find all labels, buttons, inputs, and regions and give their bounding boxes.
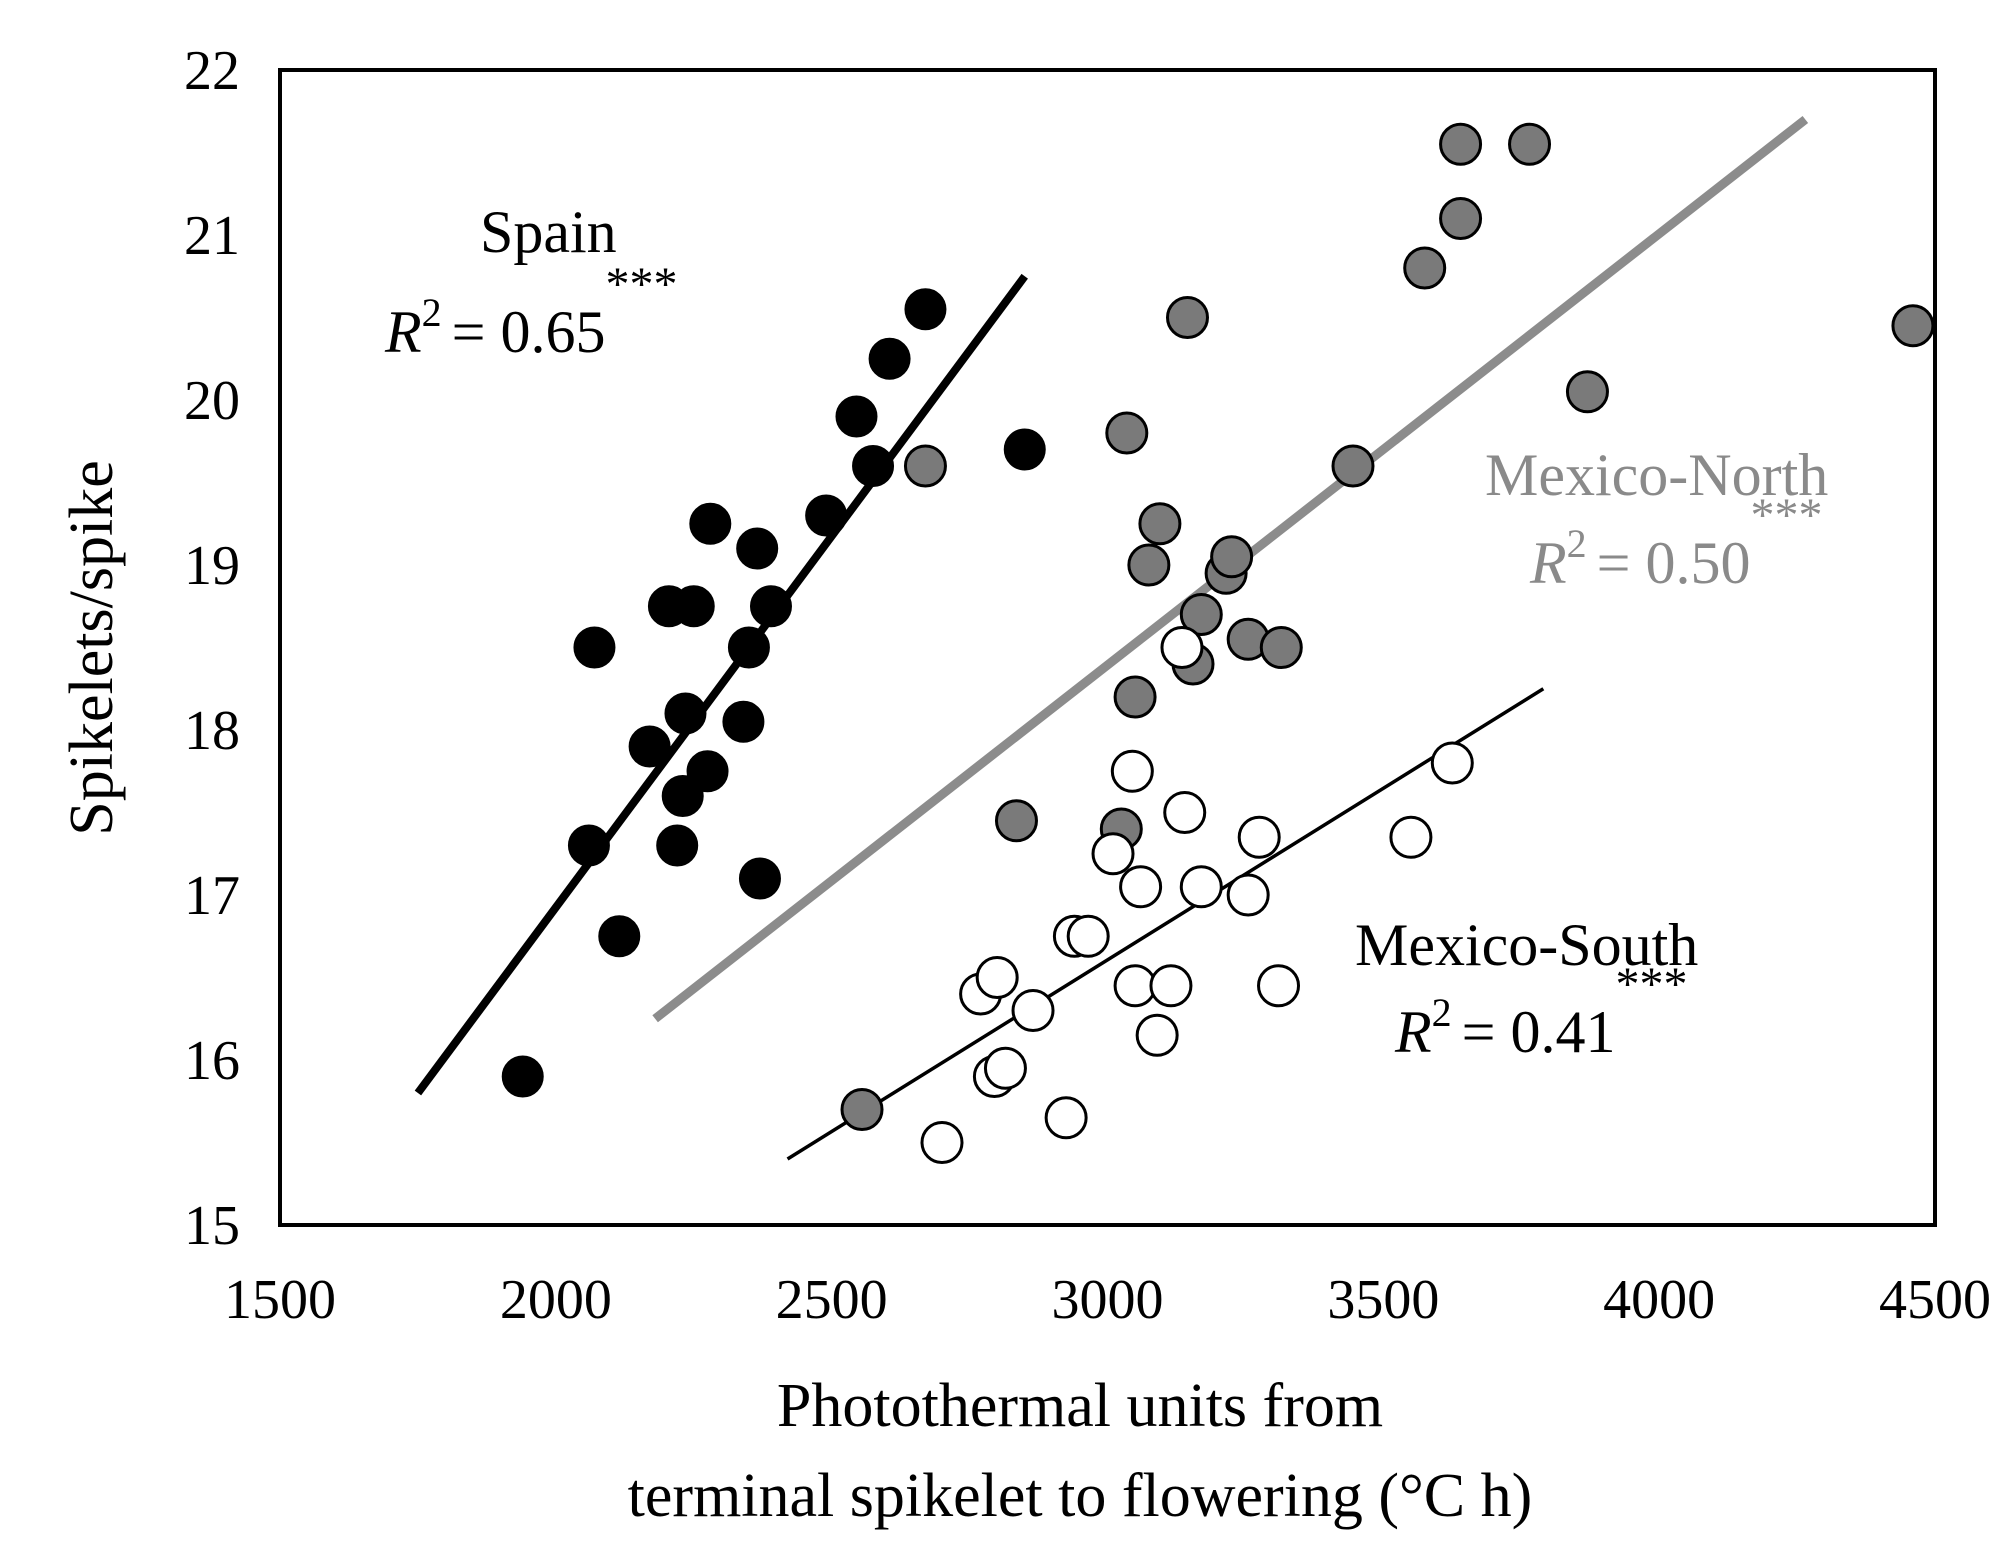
y-tick-label: 17 [184,865,240,927]
point-spain [722,700,765,743]
x-axis-title-line1: Photothermal units from [777,1372,1383,1440]
r2-label-spain: R2 = 0.65*** [384,258,678,365]
point-spain [736,527,779,570]
point-spain [689,502,732,545]
point-mexico-south [1135,1013,1179,1057]
point-mexico-north [1891,304,1935,348]
point-spain [656,824,699,867]
point-mexico-north [1138,502,1182,546]
point-mexico-south [1226,873,1270,917]
point-mexico-south [1237,815,1281,859]
x-tick-label: 2000 [500,1269,612,1331]
point-spain [573,626,616,669]
point-mexico-north [1565,370,1609,414]
y-tick-label: 19 [184,535,240,597]
x-tick-label: 4000 [1603,1269,1715,1331]
series-label-spain: Spain [480,199,617,265]
x-tick-label: 1500 [224,1269,336,1331]
point-spain [598,915,641,958]
point-spain [749,585,792,628]
y-tick-label: 15 [184,1195,240,1257]
y-tick-label: 20 [184,370,240,432]
point-mexico-north [1113,675,1157,719]
annotation-mexico-north: Mexico-North R2 = 0.50*** [1485,442,1828,596]
point-mexico-north [1105,411,1149,455]
point-spain [727,626,770,669]
point-mexico-south [1119,865,1163,909]
point-mexico-south [920,1121,964,1164]
x-tick-label: 3500 [1327,1269,1439,1331]
point-mexico-south [1257,964,1301,1008]
point-mexico-south [1110,749,1154,793]
point-mexico-south [1389,815,1433,859]
point-spain [628,725,671,768]
point-spain [672,585,715,628]
y-tick-label: 18 [184,700,240,762]
point-spain [738,857,781,900]
point-mexico-north [1165,296,1209,339]
point-mexico-south [1011,989,1055,1032]
fit-line-spain [414,273,1028,1096]
point-mexico-north [1127,543,1171,587]
point-spain [904,288,947,331]
y-axis-ticks: 15 16 17 18 19 20 21 22 [184,40,240,1257]
point-mexico-south [1149,964,1193,1008]
point-mexico-north [1403,246,1447,290]
x-tick-label: 3000 [1052,1269,1164,1331]
x-axis-title-line2: terminal spikelet to flowering (°C h) [628,1462,1533,1530]
point-mexico-south [975,956,1019,999]
point-mexico-north [1439,197,1483,240]
point-spain [868,337,911,380]
point-spain [835,395,878,438]
point-spain [805,494,848,537]
y-tick-label: 21 [184,205,240,267]
data-points [501,122,1935,1164]
point-mexico-south [1163,791,1207,834]
point-mexico-north [840,1088,884,1131]
x-tick-label: 2500 [776,1269,888,1331]
series-label-mexico-south: Mexico-South [1355,912,1698,978]
r2-label-mexico-south: R2 = 0.41*** [1394,958,1688,1065]
point-mexico-south [1113,964,1157,1008]
annotation-spain: Spain R2 = 0.65*** [384,199,678,365]
series-label-mexico-north: Mexico-North [1485,442,1828,508]
point-mexico-north [1179,593,1223,636]
point-mexico-south [1179,865,1223,909]
point-mexico-north [903,444,947,488]
point-spain [501,1055,544,1098]
point-mexico-south [1066,914,1110,958]
fit-line-mexico-south [786,687,1545,1161]
r2-label-mexico-north: R2 = 0.50*** [1529,489,1823,596]
y-tick-label: 16 [184,1030,240,1092]
point-mexico-south [1430,741,1474,785]
x-axis-ticks: 1500 2000 2500 3000 3500 4000 4500 [224,1269,1991,1331]
point-mexico-north [1508,122,1552,166]
point-spain [1003,428,1046,471]
point-mexico-north [994,799,1038,843]
plot-frame [278,68,1937,1227]
point-mexico-north [1439,122,1483,166]
point-mexico-north [1331,444,1375,488]
point-mexico-south [983,1046,1027,1090]
x-tick-label: 4500 [1879,1269,1991,1331]
point-spain [686,750,729,793]
point-spain [567,824,610,867]
point-mexico-south [1044,1096,1088,1140]
point-mexico-south [1091,832,1135,876]
y-tick-label: 22 [184,40,240,102]
y-axis-title: Spikelets/spike [58,460,126,835]
annotation-mexico-south: Mexico-South R2 = 0.41*** [1355,912,1698,1065]
point-mexico-north [1259,626,1303,669]
point-mexico-south [1160,626,1204,669]
point-spain [852,445,895,487]
point-spain [664,692,707,735]
point-mexico-north [1210,535,1254,579]
